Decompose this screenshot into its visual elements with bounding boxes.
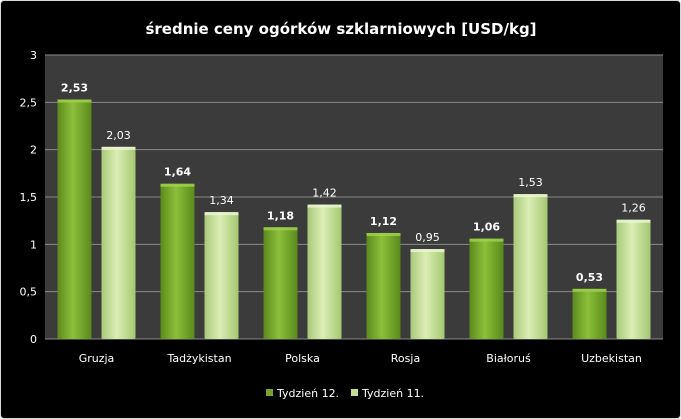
bar-highlight xyxy=(616,219,651,223)
legend-label: Tydzień 12. xyxy=(276,387,339,400)
bar-highlight xyxy=(160,183,195,187)
legend-swatch xyxy=(266,389,273,396)
bar-highlight xyxy=(204,212,239,216)
bar-highlight xyxy=(57,99,92,103)
bar-tydzien-12 xyxy=(572,288,607,339)
x-category-label: Rosja xyxy=(391,352,420,365)
y-axis-ticks: 0 0,5 1 1,5 2 2,5 3 xyxy=(20,49,38,346)
legend: Tydzień 12. Tydzień 11. xyxy=(266,387,424,400)
bar-tydzien-11 xyxy=(204,212,239,339)
legend-swatch xyxy=(351,389,358,396)
data-label: 1,64 xyxy=(164,166,191,179)
chart-title: średnie ceny ogórków szklarniowych [USD/… xyxy=(145,20,536,38)
x-category-label: Gruzja xyxy=(79,352,115,365)
x-category-label: Polska xyxy=(285,352,320,365)
y-tick-label: 1 xyxy=(30,238,37,251)
data-labels: 2,53 2,03 1,64 1,34 1,18 1,42 1,12 0,95 1,06 1,53… xyxy=(61,81,646,283)
x-category-label: Białoruś xyxy=(486,352,531,365)
data-label: 1,42 xyxy=(312,187,337,200)
bar-tydzien-11 xyxy=(307,204,342,339)
y-tick-label: 2,5 xyxy=(20,96,38,109)
data-label: 0,53 xyxy=(576,271,603,284)
x-axis-categories: Gruzja Tadżykistan Polska Rosja Białoruś Uzbe… xyxy=(79,352,642,365)
data-label: 0,95 xyxy=(415,231,440,244)
bar-tydzien-11 xyxy=(616,219,651,339)
bar-tydzien-11 xyxy=(410,249,445,339)
bar-highlight xyxy=(307,204,342,208)
data-label: 1,12 xyxy=(370,215,397,228)
bar-highlight xyxy=(263,227,298,231)
gridlines xyxy=(45,54,663,340)
y-tick-label: 0 xyxy=(30,333,37,346)
bar-tydzien-12 xyxy=(160,183,195,339)
y-tick-label: 3 xyxy=(30,49,37,62)
bar-highlight xyxy=(366,232,401,236)
bar-tydzien-12 xyxy=(469,238,504,339)
data-label: 1,06 xyxy=(473,221,500,234)
bar-tydzien-12 xyxy=(263,227,298,339)
data-label: 1,26 xyxy=(621,202,646,215)
bars xyxy=(57,99,651,339)
bar-tydzien-11 xyxy=(101,146,136,339)
y-tick-label: 1,5 xyxy=(20,191,38,204)
bar-highlight xyxy=(513,194,548,198)
x-category-label: Uzbekistan xyxy=(581,352,642,365)
bar-tydzien-11 xyxy=(513,194,548,339)
data-label: 1,18 xyxy=(267,209,294,222)
bar-tydzien-12 xyxy=(366,232,401,339)
data-label: 1,53 xyxy=(518,176,543,189)
data-label: 2,53 xyxy=(61,81,88,94)
y-tick-label: 0,5 xyxy=(20,286,38,299)
bar-highlight xyxy=(101,146,136,150)
bar-tydzien-12 xyxy=(57,99,92,339)
bar-highlight xyxy=(410,249,445,253)
data-label: 1,34 xyxy=(209,194,234,207)
y-tick-label: 2 xyxy=(30,144,37,157)
bar-highlight xyxy=(469,238,504,242)
bar-highlight xyxy=(572,288,607,292)
data-label: 2,03 xyxy=(106,129,131,142)
legend-label: Tydzień 11. xyxy=(361,387,424,400)
x-category-label: Tadżykistan xyxy=(166,352,231,365)
